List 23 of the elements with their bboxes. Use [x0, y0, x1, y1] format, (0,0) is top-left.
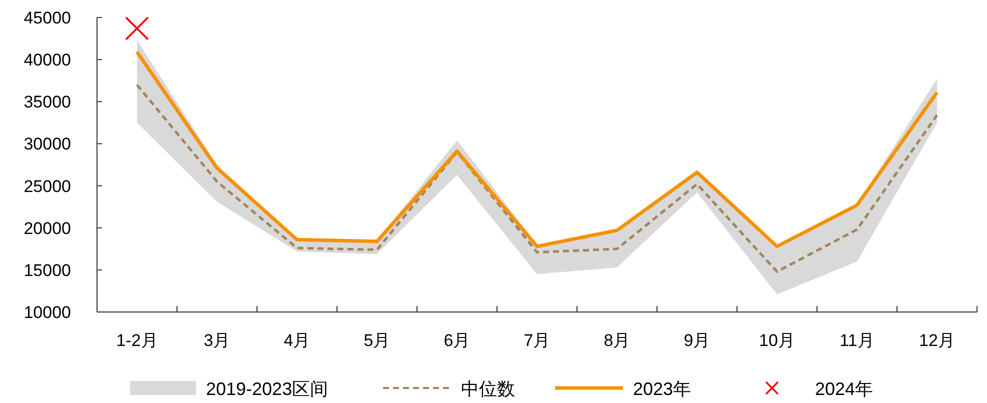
legend-label: 2024年 — [815, 379, 874, 399]
x-tick-label: 12月 — [919, 331, 955, 350]
x-tick-label: 6月 — [444, 331, 470, 350]
y-tick-label: 40000 — [24, 50, 71, 70]
y-tick-label: 15000 — [24, 260, 71, 280]
legend-label: 2023年 — [633, 379, 692, 399]
x-tick-label: 5月 — [364, 331, 390, 350]
x-tick-label: 3月 — [204, 331, 230, 350]
y-tick-label: 10000 — [24, 303, 71, 322]
y-tick-label: 45000 — [24, 8, 71, 28]
y-tick-label: 30000 — [24, 134, 71, 154]
legend-label: 2019-2023区间 — [206, 379, 328, 399]
legend-label: 中位数 — [461, 379, 515, 399]
x-tick-label: 7月 — [524, 331, 550, 350]
x-tick-label: 9月 — [684, 331, 710, 350]
x-tick-label: 1-2月 — [116, 331, 158, 350]
y-tick-label: 35000 — [24, 92, 71, 112]
y-tick-label: 25000 — [24, 176, 71, 196]
x-tick-label: 11月 — [840, 331, 874, 350]
y-tick-label: 20000 — [24, 218, 71, 238]
x-tick-label: 8月 — [604, 331, 630, 350]
x-tick-label: 10月 — [759, 331, 795, 350]
x-tick-label: 4月 — [284, 331, 310, 350]
